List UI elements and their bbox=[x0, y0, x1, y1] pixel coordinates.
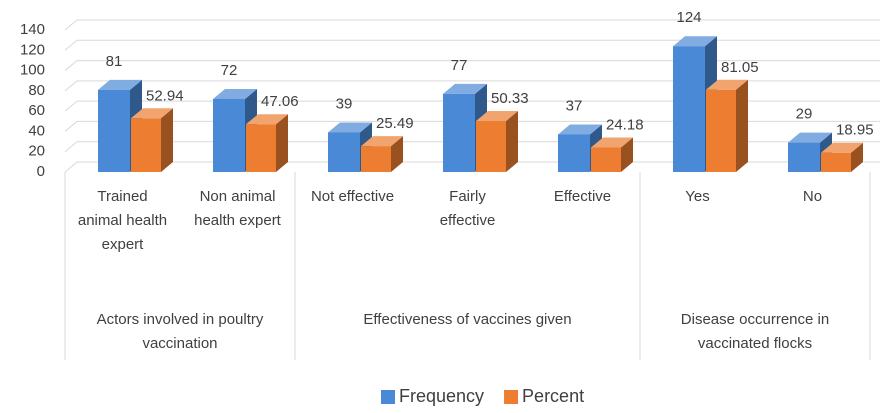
data-label: 124 bbox=[676, 9, 701, 26]
bar-top bbox=[246, 114, 288, 125]
group-label: Effectiveness of vaccines given bbox=[363, 311, 572, 328]
bar-side bbox=[161, 108, 173, 172]
legend-swatch bbox=[381, 390, 395, 404]
data-label: 24.18 bbox=[606, 116, 644, 133]
grid-line bbox=[64, 120, 880, 132]
y-tick-label: 140 bbox=[20, 21, 45, 38]
data-label: 81 bbox=[106, 53, 123, 70]
bar-top bbox=[821, 142, 863, 153]
bar bbox=[131, 108, 173, 172]
y-tick-label: 100 bbox=[20, 62, 45, 79]
data-label: 50.33 bbox=[491, 90, 529, 107]
bar-top bbox=[131, 108, 173, 119]
grid-line bbox=[64, 19, 880, 31]
x-tick-label: Yes bbox=[685, 188, 710, 205]
x-tick-label: Non animal health expert bbox=[194, 188, 281, 229]
bar-top bbox=[213, 88, 257, 99]
data-label: 37 bbox=[566, 97, 583, 114]
legend-swatch bbox=[504, 390, 519, 404]
data-label: 18.95 bbox=[836, 122, 874, 139]
bar-front bbox=[98, 89, 130, 172]
bar bbox=[591, 137, 633, 172]
grid-line bbox=[64, 39, 880, 51]
data-label: 47.06 bbox=[261, 93, 299, 110]
bar-side bbox=[736, 79, 748, 172]
bar-top bbox=[558, 124, 602, 135]
legend-label: Percent bbox=[522, 386, 584, 406]
bar-front bbox=[443, 93, 475, 172]
x-tick-label: Effective bbox=[553, 188, 612, 205]
bar-side bbox=[506, 110, 518, 172]
data-label: 72 bbox=[221, 62, 238, 79]
data-label: 52.94 bbox=[146, 87, 184, 104]
group-label: Disease occurrence in vaccinated flocks bbox=[680, 311, 830, 352]
data-label: 25.49 bbox=[376, 115, 414, 132]
bar-front bbox=[558, 134, 590, 172]
y-tick-label: 60 bbox=[28, 102, 45, 119]
data-label: 39 bbox=[336, 95, 353, 112]
bar-front bbox=[361, 146, 391, 172]
grid-line bbox=[64, 100, 880, 112]
bar-front bbox=[476, 120, 506, 172]
data-label: 77 bbox=[451, 57, 468, 74]
y-tick-label: 40 bbox=[28, 122, 45, 139]
bar-front bbox=[591, 147, 621, 172]
bar-front bbox=[788, 142, 820, 172]
y-tick-label: 20 bbox=[28, 143, 45, 160]
bar-top bbox=[476, 110, 518, 121]
y-tick-label: 120 bbox=[20, 41, 45, 58]
y-tick-label: 0 bbox=[37, 163, 45, 180]
data-label: 29 bbox=[796, 106, 813, 123]
bar-front bbox=[673, 46, 705, 172]
bar-front bbox=[246, 124, 276, 172]
bar-top bbox=[443, 83, 487, 94]
group-label: Actors involved in poultry vaccination bbox=[96, 311, 264, 352]
bar bbox=[706, 79, 748, 172]
bar-front bbox=[213, 98, 245, 172]
bar bbox=[476, 110, 518, 172]
bar-side bbox=[851, 142, 863, 172]
bar-side bbox=[621, 137, 633, 172]
bar-top bbox=[328, 122, 372, 133]
bar-side bbox=[276, 114, 288, 172]
bar bbox=[821, 142, 863, 172]
grid-line bbox=[64, 80, 880, 92]
bar-front bbox=[131, 118, 161, 172]
grid-line bbox=[64, 60, 880, 71]
bar-top bbox=[361, 136, 403, 147]
x-tick-label: Fairly effective bbox=[439, 188, 496, 229]
bar-top bbox=[673, 36, 717, 47]
x-tick-label: Not effective bbox=[310, 188, 395, 205]
bar bbox=[361, 136, 403, 172]
bar-top bbox=[788, 132, 832, 143]
x-tick-label: Trained animal health expert bbox=[77, 188, 168, 253]
bar-top bbox=[98, 79, 142, 90]
bar-front bbox=[328, 132, 360, 172]
legend-label: Frequency bbox=[399, 386, 484, 406]
data-label: 81.05 bbox=[721, 59, 759, 76]
bar-front bbox=[821, 152, 851, 172]
bar bbox=[246, 114, 288, 172]
x-tick-label: No bbox=[802, 188, 823, 205]
bar-side bbox=[391, 136, 403, 172]
bar-front bbox=[706, 89, 736, 172]
y-tick-label: 80 bbox=[28, 82, 45, 99]
bar-top bbox=[706, 79, 748, 90]
bar-top bbox=[591, 137, 633, 148]
bar bbox=[98, 79, 142, 172]
